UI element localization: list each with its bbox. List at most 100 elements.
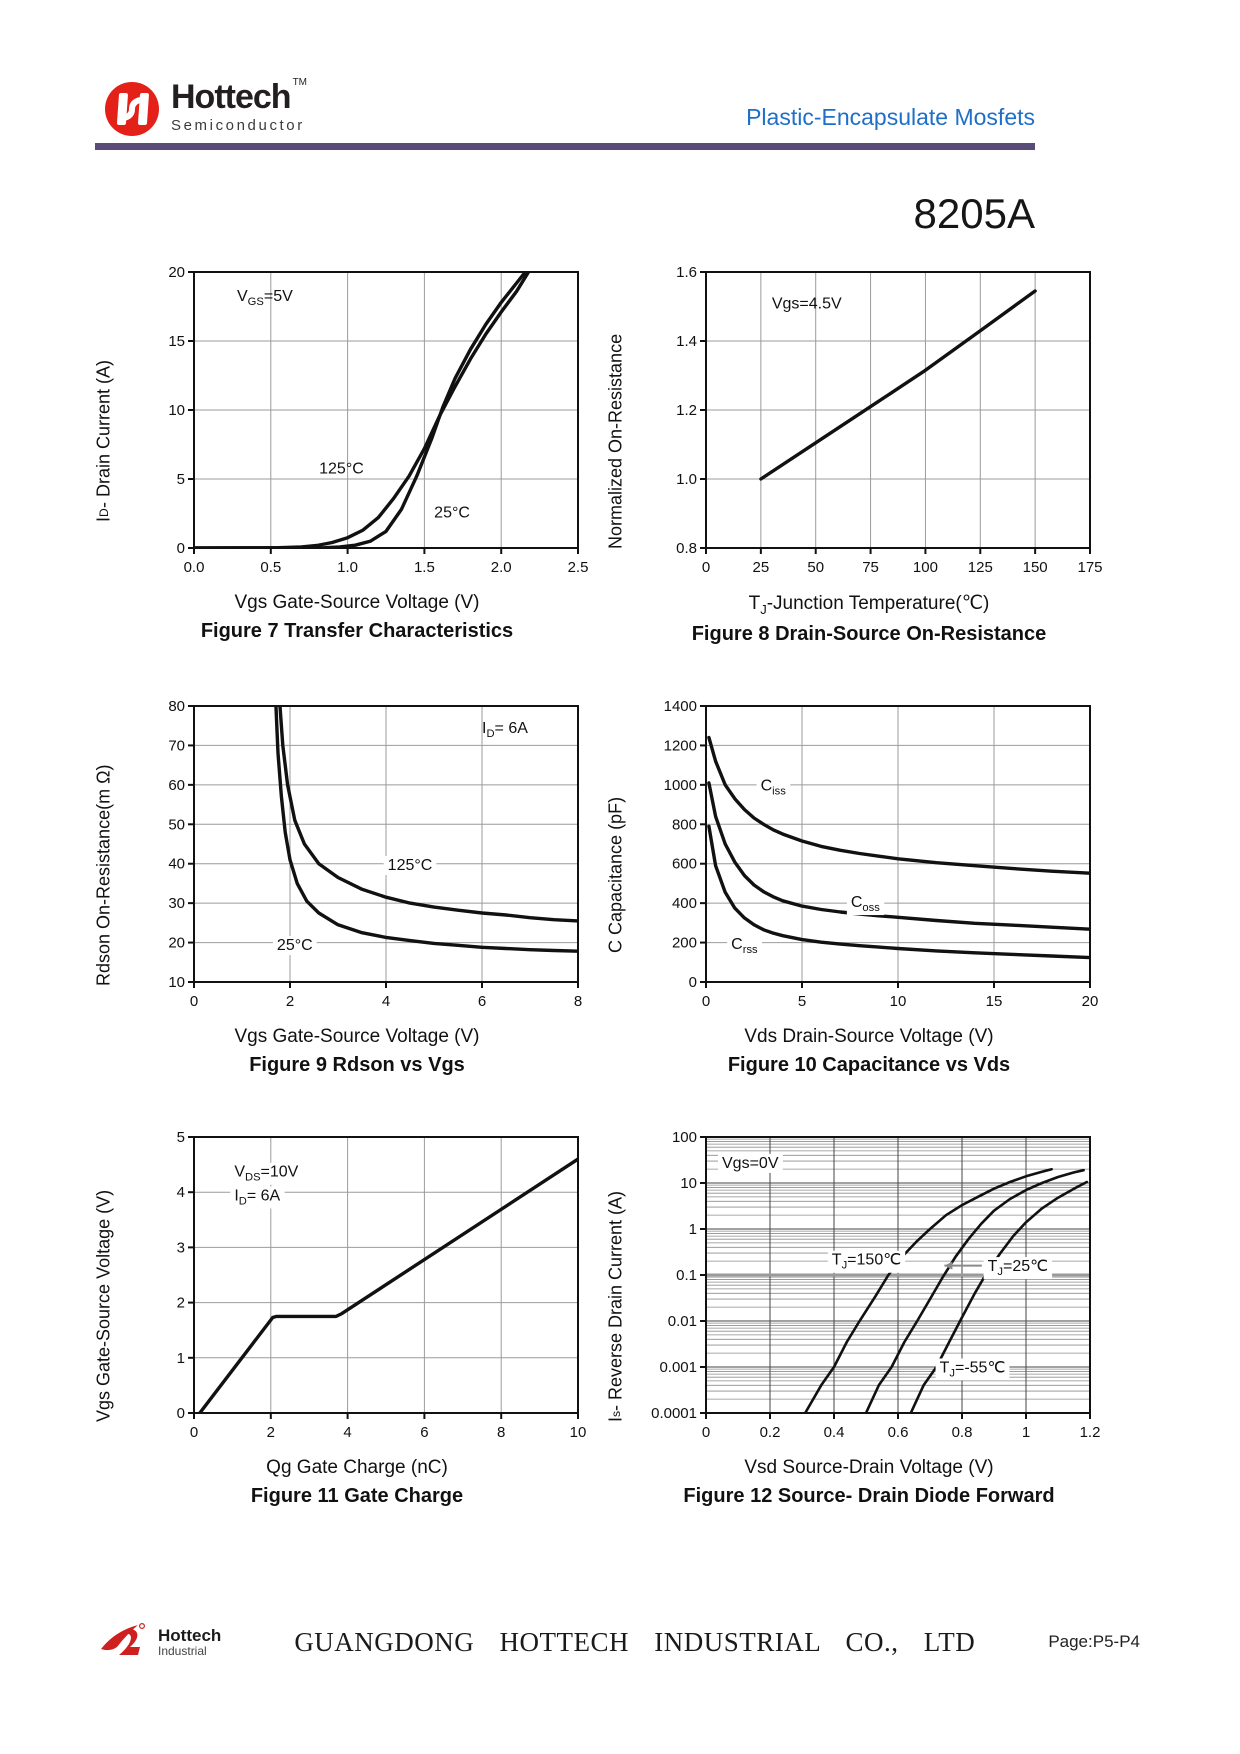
- svg-text:0.0: 0.0: [184, 559, 205, 576]
- svg-text:0: 0: [702, 559, 710, 576]
- svg-text:0.6: 0.6: [888, 1424, 909, 1441]
- svg-text:1.0: 1.0: [337, 559, 358, 576]
- svg-text:1.6: 1.6: [676, 264, 697, 281]
- svg-text:Coss: Coss: [851, 894, 880, 914]
- figure-8-chart: 0 25 50 75 100 125 150 175 0.8 1.0 1.2 1.4 1.6 Vgs=4.…: [676, 264, 1102, 576]
- svg-text:ID= 6A: ID= 6A: [234, 1187, 280, 1207]
- svg-text:5: 5: [177, 1129, 185, 1146]
- svg-text:1000: 1000: [664, 777, 697, 794]
- svg-text:10: 10: [570, 1424, 587, 1441]
- figure-11-x-axis-label: Qg Gate Charge (nC): [266, 1456, 448, 1478]
- svg-text:20: 20: [1082, 993, 1099, 1010]
- svg-text:4: 4: [343, 1424, 351, 1441]
- header-rule: [95, 143, 1035, 150]
- figure-11-caption: Figure 11 Gate Charge: [250, 1484, 464, 1507]
- svg-text:150: 150: [1023, 559, 1048, 576]
- svg-text:5: 5: [177, 471, 185, 488]
- svg-text:1.5: 1.5: [414, 559, 435, 576]
- svg-text:2: 2: [267, 1424, 275, 1441]
- part-number: 8205A: [913, 190, 1035, 237]
- svg-text:4: 4: [177, 1184, 185, 1201]
- figure-9-y-axis-label: Rdson On-Resistance(m Ω): [93, 764, 114, 986]
- brand-subtitle: Semiconductor: [171, 117, 305, 134]
- svg-text:6: 6: [420, 1424, 428, 1441]
- svg-text:0: 0: [190, 1424, 198, 1441]
- svg-text:0.4: 0.4: [824, 1424, 845, 1441]
- svg-text:25°C: 25°C: [277, 937, 313, 954]
- figure-9-x-axis-label: Vgs Gate-Source Voltage (V): [234, 1025, 480, 1047]
- svg-text:0.1: 0.1: [676, 1267, 697, 1284]
- svg-text:70: 70: [168, 737, 185, 754]
- svg-text:40: 40: [168, 856, 185, 873]
- figure-9-caption: Figure 9 Rdson vs Vgs: [249, 1053, 465, 1076]
- page-footer: Hottech Industrial GUANGDONG HOTTECH IND…: [100, 1612, 1140, 1672]
- svg-text:1.0: 1.0: [676, 471, 697, 488]
- figure-10-x-axis-label: Vds Drain-Source Voltage (V): [744, 1025, 994, 1047]
- figure-10-block: C Capacitance (pF) 0 5 10 15 20 0 200 400 600 800…: [598, 692, 1118, 1077]
- svg-text:1: 1: [177, 1350, 185, 1367]
- figure-10-chart: 0 5 10 15 200200400600800100012001400CissCos…: [664, 698, 1099, 1010]
- svg-text:200: 200: [672, 934, 697, 951]
- figure-9-block: Rdson On-Resistance(m Ω) 0 2 4 6 8 10 20 30 40 50…: [86, 692, 598, 1077]
- svg-text:0.0001: 0.0001: [651, 1405, 697, 1422]
- svg-text:125°C: 125°C: [319, 460, 364, 477]
- svg-text:15: 15: [168, 333, 185, 350]
- svg-text:TJ=25℃: TJ=25℃: [988, 1258, 1048, 1278]
- svg-text:0.2: 0.2: [760, 1424, 781, 1441]
- figure-11-chart: 0 2 4 6 8 10 0 1 2 3 4 5 VDS=10V ID= 6A: [177, 1129, 587, 1441]
- svg-text:1.4: 1.4: [676, 333, 697, 350]
- svg-text:10: 10: [168, 402, 185, 419]
- svg-text:400: 400: [672, 895, 697, 912]
- svg-text:0: 0: [177, 1405, 185, 1422]
- svg-text:1: 1: [1022, 1424, 1030, 1441]
- svg-text:VGS=5V: VGS=5V: [237, 288, 293, 308]
- footer-logo-icon: [101, 1622, 145, 1655]
- svg-text:30: 30: [168, 895, 185, 912]
- svg-text:0: 0: [190, 993, 198, 1010]
- svg-text:800: 800: [672, 816, 697, 833]
- svg-text:2: 2: [177, 1294, 185, 1311]
- figure-7-x-axis-label: Vgs Gate-Source Voltage (V): [234, 592, 480, 613]
- figure-11-block: Vgs Gate-Source Voltage (V) 0 2 4 6 8 10 0 1 2 3 4…: [86, 1123, 598, 1508]
- svg-text:1.2: 1.2: [1080, 1424, 1101, 1441]
- svg-text:Vgs=0V: Vgs=0V: [722, 1155, 779, 1172]
- svg-text:0: 0: [689, 974, 697, 991]
- svg-text:10: 10: [168, 974, 185, 991]
- svg-text:3: 3: [177, 1239, 185, 1256]
- svg-text:100: 100: [913, 559, 938, 576]
- svg-text:ID= 6A: ID= 6A: [482, 720, 528, 740]
- figure-12-x-axis-label: Vsd Source-Drain Voltage (V): [744, 1456, 994, 1478]
- svg-text:0.8: 0.8: [676, 540, 697, 557]
- svg-text:10: 10: [680, 1175, 697, 1192]
- svg-text:2: 2: [286, 993, 294, 1010]
- product-family-title: Plastic-Encapsulate Mosfets: [746, 104, 1035, 130]
- svg-text:TJ=-55℃: TJ=-55℃: [940, 1359, 1006, 1379]
- figure-8-caption: Figure 8 Drain-Source On-Resistance: [691, 622, 1047, 645]
- figure-8-x-axis-label: TJ-Junction Temperature(℃): [748, 593, 990, 617]
- svg-text:8: 8: [574, 993, 582, 1010]
- hottech-logo: Hottech TM Semiconductor: [103, 78, 307, 138]
- svg-text:175: 175: [1077, 559, 1102, 576]
- svg-text:2.5: 2.5: [568, 559, 589, 576]
- company-name: GUANGDONG HOTTECH INDUSTRIAL CO., LTD: [294, 1626, 976, 1657]
- svg-text:VDS=10V: VDS=10V: [234, 1164, 298, 1184]
- svg-text:0.001: 0.001: [659, 1359, 697, 1376]
- hottech-logo-icon: [105, 82, 159, 136]
- svg-text:Ciss: Ciss: [761, 777, 787, 797]
- svg-text:5: 5: [798, 993, 806, 1010]
- svg-text:50: 50: [807, 559, 824, 576]
- figure-9-chart: 0 2 4 6 8 10 20 30 40 50 60 70 80 ID= 6A 125°C 25°C: [168, 698, 582, 1010]
- svg-text:50: 50: [168, 816, 185, 833]
- figure-12-chart: 0 0.2 0.4 0.6 0.8 1 1.2 100 10 1 0.1 0.01 0.001 0.000…: [651, 1129, 1101, 1441]
- footer-brand-subtitle: Industrial: [158, 1644, 207, 1658]
- svg-text:8: 8: [497, 1424, 505, 1441]
- figure-7-chart: 0.0 0.5 1.0 1.5 2.0 2.5 0 5 10 15 20 VGS=5V 125°C 25°…: [168, 264, 589, 576]
- svg-text:100: 100: [672, 1129, 697, 1146]
- svg-text:TJ=150℃: TJ=150℃: [832, 1252, 901, 1272]
- svg-text:0.5: 0.5: [260, 559, 281, 576]
